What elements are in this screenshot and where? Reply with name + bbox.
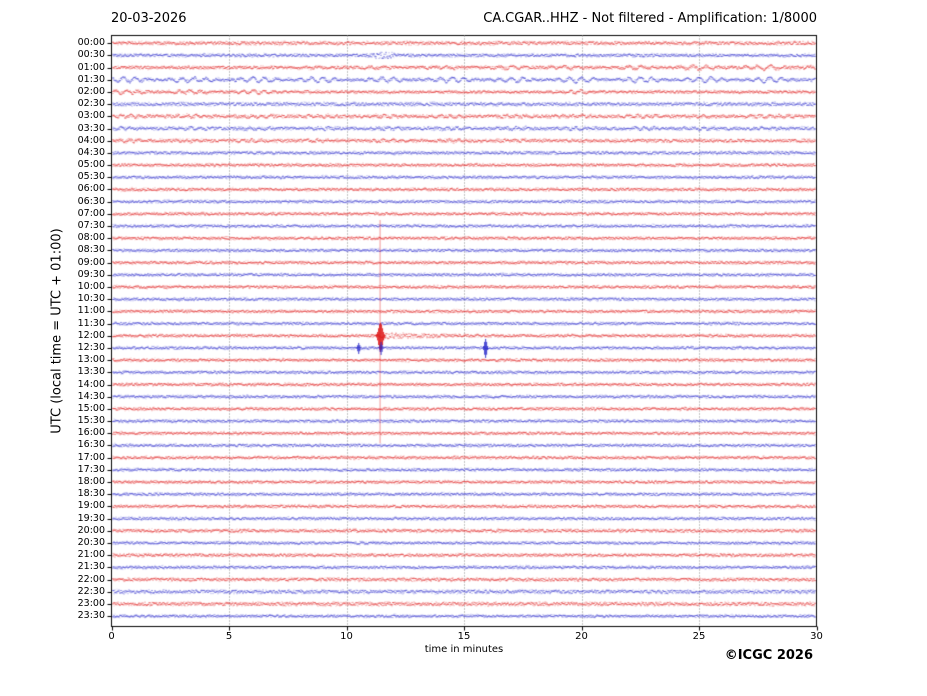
y-tick-label: 08:00 [77,232,105,244]
y-tick-label: 03:30 [77,122,105,134]
y-tick-label: 19:00 [77,500,105,512]
x-tick-label: 0 [108,631,115,642]
y-tick-label: 07:30 [77,220,105,232]
copyright-text: ©ICGC 2026 [724,648,813,663]
y-tick-label: 04:00 [77,134,105,146]
x-tick-label: 10 [340,631,353,642]
y-tick-label: 22:30 [77,585,105,597]
y-tick-label: 14:00 [77,378,105,390]
y-tick-label: 14:30 [77,390,105,402]
y-tick-label: 09:00 [77,256,105,268]
y-tick-label: 13:00 [77,354,105,366]
x-tick-label: 15 [457,631,471,642]
y-tick-label: 02:00 [77,85,105,97]
y-tick-label: 21:00 [77,549,105,561]
y-tick-label: 00:00 [77,37,105,49]
y-tick-label: 08:30 [77,244,105,256]
y-tick-label: 16:30 [77,439,105,451]
y-tick-label: 00:30 [77,49,105,61]
y-tick-label: 05:30 [77,171,105,183]
y-tick-label: 03:00 [77,110,105,122]
y-tick-label: 20:00 [77,524,105,536]
plot-station-title: CA.CGAR..HHZ - Not filtered - Amplificat… [483,11,817,26]
x-tick-label: 30 [810,631,823,642]
y-tick-label: 15:00 [77,402,105,414]
y-tick-label: 01:30 [77,73,105,85]
y-tick-label: 13:30 [77,366,105,378]
x-tick-label: 25 [692,631,706,642]
y-tick-label: 15:30 [77,415,105,427]
y-tick-label: 09:30 [77,268,105,280]
y-tick-label: 10:30 [77,293,105,305]
y-tick-label: 05:00 [77,159,105,171]
y-tick-label: 10:00 [77,281,105,292]
y-tick-label: 22:00 [77,573,105,585]
x-axis-label: time in minutes [424,644,504,655]
y-tick-label: 04:30 [77,146,105,158]
y-tick-label: 20:30 [77,536,105,548]
x-tick-label: 5 [225,631,233,642]
y-tick-label: 02:30 [77,98,105,110]
y-tick-label: 12:30 [77,341,105,353]
y-tick-label: 12:00 [77,329,105,341]
y-tick-label: 21:30 [77,561,105,573]
y-tick-label: 11:30 [77,317,105,329]
y-tick-label: 01:00 [77,61,105,73]
y-tick-label: 16:00 [77,427,105,439]
y-tick-label: 18:30 [77,488,105,500]
plot-date-title: 20-03-2026 [111,11,187,26]
y-tick-label: 19:30 [77,512,105,524]
y-tick-label: 11:00 [77,305,105,317]
y-tick-label: 17:30 [77,463,105,475]
y-tick-label: 06:00 [77,183,105,195]
y-tick-label: 07:00 [77,207,105,219]
x-tick-label: 20 [575,631,588,642]
y-tick-label: 23:00 [77,597,105,609]
y-tick-label: 06:30 [77,195,105,207]
y-tick-label: 23:30 [77,610,105,622]
y-tick-label: 18:00 [77,476,105,488]
y-tick-label: 17:00 [77,451,105,463]
